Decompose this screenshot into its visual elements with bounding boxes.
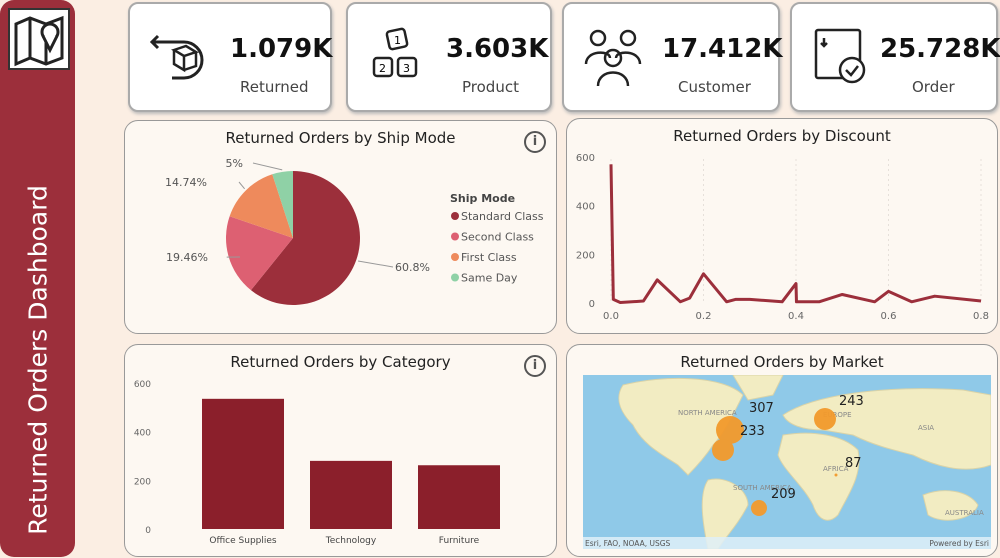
legend-marker	[451, 274, 459, 282]
pie-data-label: 60.8%	[395, 261, 430, 274]
bar	[310, 461, 392, 529]
panel-title: Returned Orders by Market	[567, 353, 997, 371]
svg-text:3: 3	[403, 62, 410, 75]
svg-text:2: 2	[379, 62, 386, 75]
bubble-label: 243	[839, 394, 864, 409]
bubble-label: 307	[749, 401, 774, 416]
x-tick-label: Technology	[325, 536, 377, 546]
map-attribution: Esri, FAO, NOAA, USGS	[585, 539, 671, 548]
kpi-value: 3.603K	[446, 34, 548, 64]
y-tick-label: 0	[589, 299, 595, 310]
legend-item: Second Class	[461, 231, 534, 244]
bubble-south-america[interactable]	[751, 500, 767, 516]
x-tick-label: Furniture	[439, 536, 480, 546]
pie-data-label: 14.74%	[165, 176, 207, 189]
x-tick-label: 0.4	[788, 311, 804, 322]
ship-mode-panel: Returned Orders by Ship Mode i 60.8%Stan…	[124, 120, 557, 334]
bubble-europe[interactable]	[814, 408, 836, 430]
x-tick-label: 0.6	[881, 311, 897, 322]
y-tick-label: 200	[134, 477, 151, 487]
bubble-label: 87	[845, 456, 862, 471]
kpi-value: 25.728K	[880, 34, 1000, 64]
kpi-label: Product	[462, 78, 519, 96]
map-pin-icon	[8, 8, 70, 70]
legend-title: Ship Mode	[450, 192, 515, 205]
kpi-label: Customer	[678, 78, 751, 96]
line-chart: 0 200 400 600 0.0 0.2 0.4 0.6 0.8	[567, 119, 999, 335]
y-tick-label: 0	[145, 526, 151, 536]
box-check-icon	[810, 24, 874, 88]
kpi-returned: 1.079K Returned	[128, 2, 332, 112]
y-tick-label: 400	[576, 202, 595, 213]
legend-marker	[451, 253, 459, 261]
legend-marker	[451, 212, 459, 220]
map-label: AUSTRALIA	[945, 509, 984, 517]
y-tick-label: 200	[576, 250, 595, 261]
bubble-label: 209	[771, 487, 796, 502]
dashboard-title: Returned Orders Dashboard	[24, 185, 53, 535]
legend-marker	[451, 233, 459, 241]
bubble-africa[interactable]	[835, 474, 838, 477]
map-label: NORTH AMERICA	[678, 409, 737, 417]
market-panel: Returned Orders by Market NORTH AMERICA …	[566, 344, 998, 557]
pie-leader	[358, 261, 393, 267]
sidebar: Returned Orders Dashboard	[0, 0, 75, 557]
kpi-value: 17.412K	[662, 34, 782, 64]
bar	[202, 399, 284, 529]
y-tick-label: 600	[576, 153, 595, 164]
kpi-customer: 17.412K Customer	[562, 2, 780, 112]
powered-by-esri[interactable]: Powered by Esri	[929, 539, 989, 548]
blocks-icon: 1 2 3	[366, 24, 430, 88]
kpi-product: 1 2 3 3.603K Product	[346, 2, 552, 112]
x-tick-label: 0.0	[603, 311, 619, 322]
pie-chart: 60.8% Standard Class 19.46% Second Class 14.…	[125, 121, 558, 335]
kpi-label: Order	[912, 78, 955, 96]
pie-data-label: 5%	[226, 157, 243, 170]
map-label: ASIA	[918, 424, 934, 432]
pie-data-label: 19.46%	[166, 251, 208, 264]
pie-leader	[239, 182, 245, 189]
kpi-order: 25.728K Order	[790, 2, 998, 112]
people-icon	[582, 24, 646, 88]
bar-chart: 0 200 400 600 Office Supplies Technology Furni…	[125, 345, 558, 558]
x-tick-label: 0.8	[973, 311, 989, 322]
svg-text:1: 1	[394, 34, 401, 47]
x-tick-label: 0.2	[696, 311, 712, 322]
pie-leader	[253, 163, 282, 170]
return-box-icon	[148, 24, 212, 88]
legend-item: First Class	[461, 251, 517, 264]
bubble-label: 233	[740, 424, 765, 439]
legend-item: Same Day	[461, 272, 518, 285]
kpi-value: 1.079K	[230, 34, 332, 64]
legend-item: Standard Class	[461, 210, 544, 223]
kpi-label: Returned	[240, 78, 309, 96]
y-tick-label: 600	[134, 380, 151, 390]
x-tick-label: Office Supplies	[209, 536, 277, 546]
bar	[418, 465, 500, 529]
y-tick-label: 400	[134, 429, 151, 439]
world-map[interactable]: NORTH AMERICA EUROPE ASIA AFRICA SOUTH A…	[583, 375, 991, 549]
bubble-us-south[interactable]	[712, 439, 734, 461]
